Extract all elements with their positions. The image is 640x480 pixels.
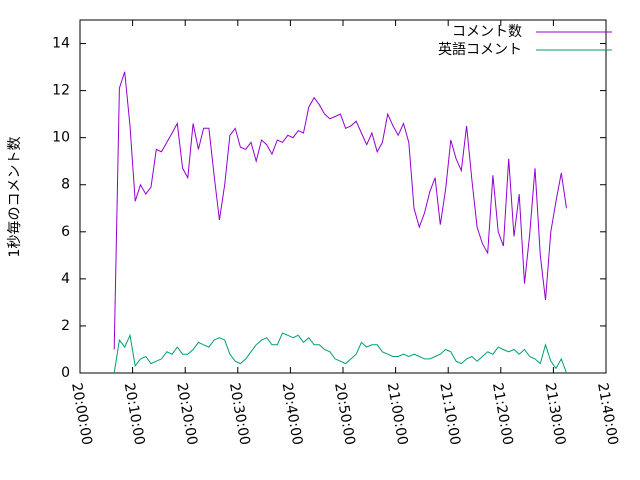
x-tick-label: 20:10:00 (121, 382, 148, 447)
y-tick-label: 10 (52, 130, 70, 146)
x-tick-label: 20:20:00 (173, 382, 200, 447)
x-tick-label: 20:40:00 (279, 382, 306, 447)
legend-label: 英語コメント (438, 41, 522, 58)
x-tick-label: 21:10:00 (436, 382, 463, 447)
plot-frame (79, 19, 607, 374)
x-tick-label: 20:50:00 (331, 382, 358, 447)
x-tick-label: 20:30:00 (226, 382, 253, 447)
y-tick-label: 0 (61, 365, 70, 381)
x-tick-label: 21:20:00 (489, 382, 516, 447)
y-tick-label: 2 (61, 318, 70, 334)
x-tick-label: 21:00:00 (384, 382, 411, 447)
y-tick-label: 14 (52, 36, 70, 52)
x-tick-label: 21:40:00 (594, 382, 621, 447)
series-line (113, 71, 567, 350)
y-axis-label: 1秒毎のコメント数 (7, 137, 23, 258)
y-tick-label: 8 (61, 177, 70, 193)
legend-label: コメント数 (452, 24, 522, 40)
y-tick-label: 6 (61, 224, 70, 240)
series-line (113, 332, 567, 374)
y-tick-label: 4 (61, 271, 70, 287)
x-tick-label: 20:00:00 (68, 382, 95, 447)
x-tick-label: 21:30:00 (542, 382, 569, 447)
y-tick-label: 12 (52, 83, 70, 99)
